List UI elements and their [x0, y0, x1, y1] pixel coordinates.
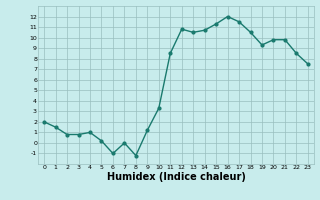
X-axis label: Humidex (Indice chaleur): Humidex (Indice chaleur) [107, 172, 245, 182]
